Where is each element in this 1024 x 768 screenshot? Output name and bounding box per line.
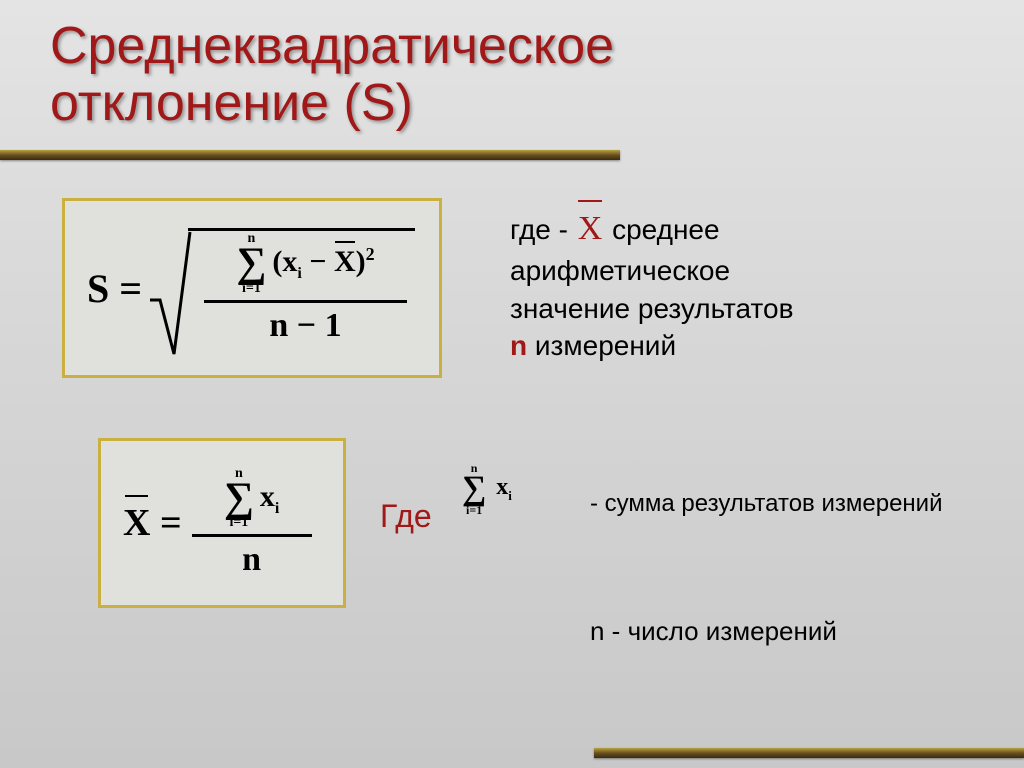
desc-sum-meaning: - сумма результатов измерений [590,488,1010,520]
f2-fraction: n ∑ i=1 xi n [192,467,312,580]
radical-icon [148,228,192,358]
sigma-icon: n ∑ i=1 [236,232,266,296]
f2-denominator: n [242,541,261,579]
f1-sqrt: n ∑ i=1 (xi − X)2 n − 1 [148,218,417,358]
title-line-1: Среднеквадратическое [50,18,970,75]
f2-lhs: X = [123,501,182,545]
formula-std-dev: S = n ∑ i=1 (xi − X)2 n − 1 [62,198,442,378]
desc-where-label: Где [380,495,432,538]
inline-sigma-expr: n ∑ i=1 xi [462,462,512,516]
f1-fraction: n ∑ i=1 (xi − X)2 n − 1 [204,232,407,345]
slide-title-block: Среднеквадратическое отклонение (S) [50,18,970,132]
desc-xbar-meaning: где - X среднее арифметическое значение … [510,206,980,365]
f1-lhs: S = [87,265,142,312]
f1-numerator: n ∑ i=1 (xi − X)2 [236,232,374,296]
fraction-bar [204,300,407,303]
divider-top [0,150,620,160]
title-line-2: отклонение (S) [50,75,970,132]
divider-bottom [594,748,1024,758]
fraction-bar [192,534,312,537]
f2-numerator: n ∑ i=1 xi [224,467,279,531]
sigma-icon: n ∑ i=1 [224,467,254,531]
vinculum [188,228,415,231]
f1-denominator: n − 1 [269,307,341,345]
n-symbol: n [510,330,527,361]
sigma-icon: n ∑ i=1 [462,462,486,516]
desc-n-meaning: n - число измерений [590,614,1010,649]
xbar-symbol: X [576,206,605,252]
formula-mean: X = n ∑ i=1 xi n [98,438,346,608]
f1-expr: (xi − X)2 [272,244,374,283]
